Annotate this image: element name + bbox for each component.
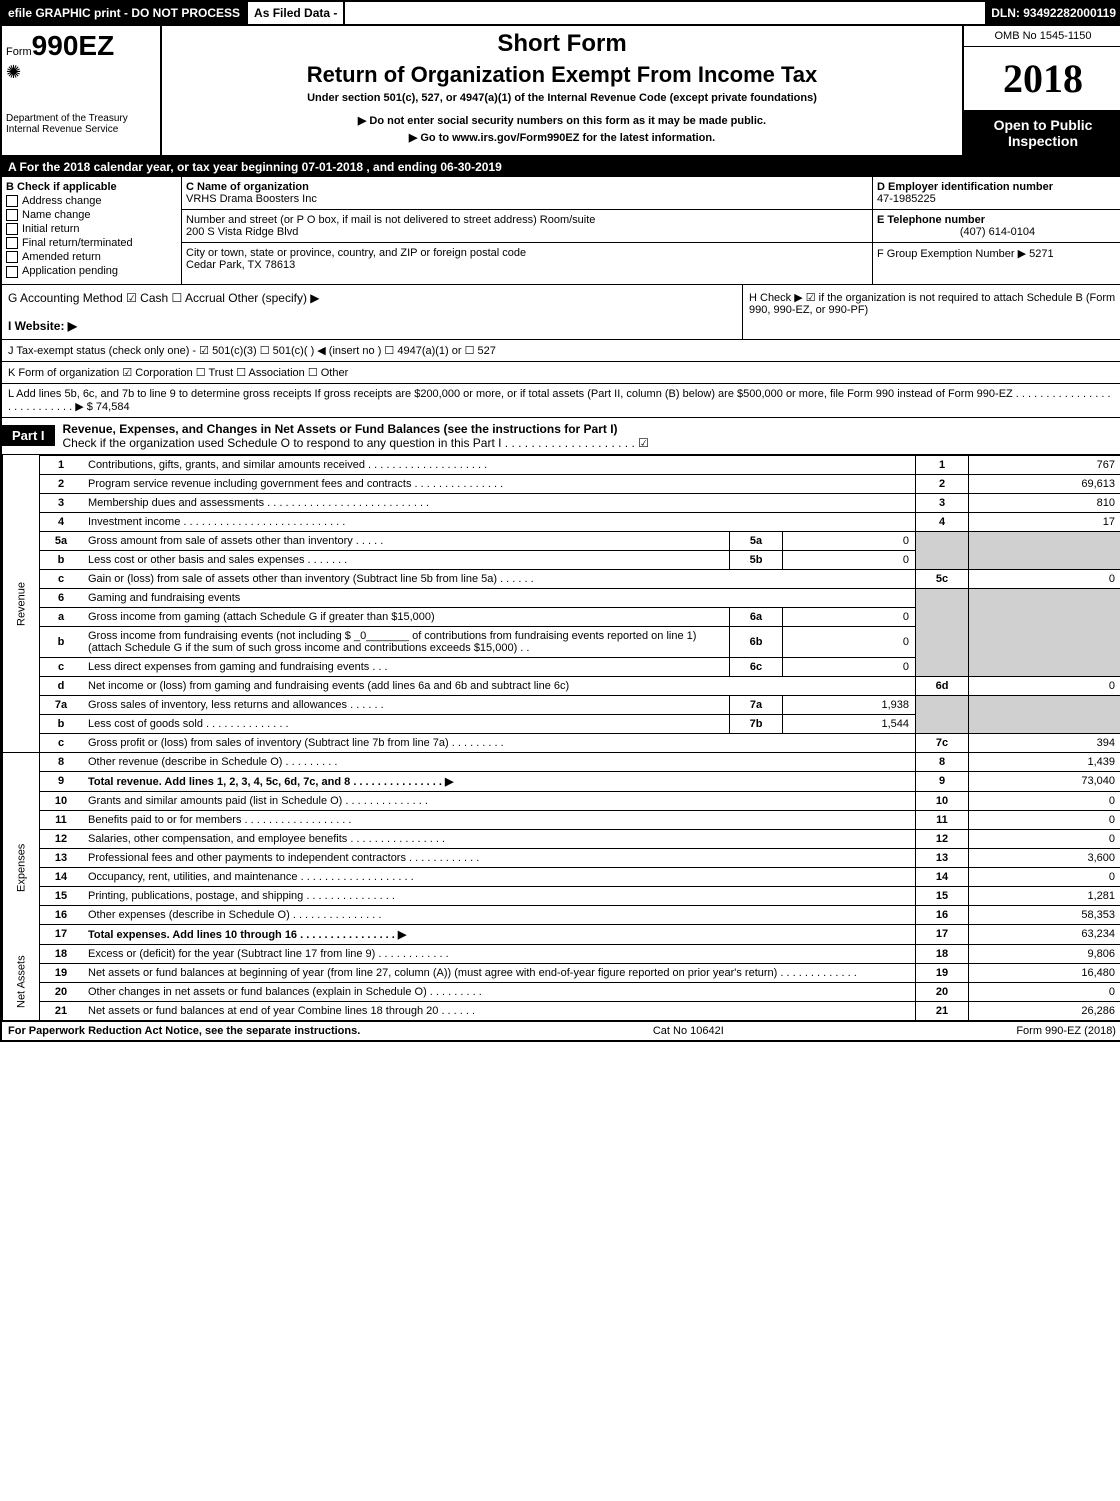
efile-label: efile GRAPHIC print - DO NOT PROCESS [2, 2, 246, 24]
line-21: 21 Net assets or fund balances at end of… [3, 1001, 1120, 1020]
omb-number: OMB No 1545-1150 [964, 26, 1120, 47]
section-b-title: B Check if applicable [6, 181, 177, 193]
section-i-website: I Website: ▶ [8, 319, 736, 333]
line-1: Revenue 1 Contributions, gifts, grants, … [3, 455, 1120, 474]
org-info-grid: B Check if applicable Address change Nam… [2, 177, 1120, 285]
section-j-tax-exempt: J Tax-exempt status (check only one) - ☑… [2, 340, 1120, 362]
row-a-calendar-year: A For the 2018 calendar year, or tax yea… [2, 157, 1120, 177]
ein-value: 47-1985225 [877, 193, 1118, 205]
form-990ez-container: efile GRAPHIC print - DO NOT PROCESS As … [0, 0, 1120, 1042]
line-20: 20 Other changes in net assets or fund b… [3, 982, 1120, 1001]
line-9: 9 Total revenue. Add lines 1, 2, 3, 4, 5… [3, 771, 1120, 791]
part1-header-row: Part I Revenue, Expenses, and Changes in… [2, 418, 1120, 455]
line-6d: d Net income or (loss) from gaming and f… [3, 676, 1120, 695]
form-prefix: Form [6, 46, 32, 58]
section-b: B Check if applicable Address change Nam… [2, 177, 182, 284]
line-7c: c Gross profit or (loss) from sales of i… [3, 733, 1120, 752]
org-city: Cedar Park, TX 78613 [186, 259, 868, 271]
section-l-gross-receipts: L Add lines 5b, 6c, and 7b to line 9 to … [2, 384, 1120, 418]
top-bar: efile GRAPHIC print - DO NOT PROCESS As … [2, 2, 1120, 26]
tax-year: 2018 [964, 47, 1120, 111]
footer-row: For Paperwork Reduction Act Notice, see … [2, 1021, 1120, 1040]
irs-label: Internal Revenue Service [6, 124, 156, 135]
dept-treasury: Department of the Treasury [6, 113, 156, 124]
line-2: 2 Program service revenue including gove… [3, 474, 1120, 493]
org-name: VRHS Drama Boosters Inc [186, 193, 868, 205]
line-12: 12 Salaries, other compensation, and emp… [3, 829, 1120, 848]
as-filed-label: As Filed Data - [246, 2, 345, 24]
label-e-phone: E Telephone number [877, 214, 1118, 226]
section-def: D Employer identification number 47-1985… [872, 177, 1120, 284]
line-18: Net Assets 18 Excess or (deficit) for th… [3, 944, 1120, 963]
line-17: 17 Total expenses. Add lines 10 through … [3, 924, 1120, 944]
revenue-side-label: Revenue [3, 455, 40, 752]
check-name-change[interactable]: Name change [6, 209, 177, 221]
netassets-side-label: Net Assets [3, 944, 40, 1020]
line-15: 15 Printing, publications, postage, and … [3, 886, 1120, 905]
line-11: 11 Benefits paid to or for members . . .… [3, 810, 1120, 829]
open-to-public: Open to Public Inspection [964, 111, 1120, 155]
line-14: 14 Occupancy, rent, utilities, and maint… [3, 867, 1120, 886]
part1-subtitle: Check if the organization used Schedule … [63, 436, 649, 450]
check-final-return[interactable]: Final return/terminated [6, 237, 177, 249]
line-4: 4 Investment income . . . . . . . . . . … [3, 512, 1120, 531]
section-g-h: G Accounting Method ☑ Cash ☐ Accrual Oth… [2, 285, 1120, 340]
label-city: City or town, state or province, country… [186, 247, 868, 259]
check-address-change[interactable]: Address change [6, 195, 177, 207]
line-8: 8 Other revenue (describe in Schedule O)… [3, 752, 1120, 771]
line-3: 3 Membership dues and assessments . . . … [3, 493, 1120, 512]
subtitle: Under section 501(c), 527, or 4947(a)(1)… [166, 92, 958, 104]
form-number: 990EZ [32, 30, 115, 61]
part1-label: Part I [2, 425, 55, 446]
phone-value: (407) 614-0104 [877, 226, 1118, 238]
main-title: Return of Organization Exempt From Incom… [166, 62, 958, 88]
cat-number: Cat No 10642I [653, 1025, 724, 1037]
right-header: OMB No 1545-1150 2018 Open to Public Ins… [962, 26, 1120, 155]
form-number-box: Form990EZ ✺ Department of the Treasury I… [2, 26, 162, 155]
label-address: Number and street (or P O box, if mail i… [186, 214, 868, 226]
form-footer-label: Form 990-EZ (2018) [1016, 1025, 1116, 1037]
accounting-method: G Accounting Method ☑ Cash ☐ Accrual Oth… [8, 291, 736, 305]
part1-title: Revenue, Expenses, and Changes in Net As… [63, 422, 618, 436]
paperwork-notice: For Paperwork Reduction Act Notice, see … [8, 1025, 360, 1037]
form-header: Form990EZ ✺ Department of the Treasury I… [2, 26, 1120, 157]
part1-table: Revenue 1 Contributions, gifts, grants, … [2, 455, 1120, 1021]
dln-label: DLN: 93492282000119 [985, 2, 1120, 24]
line-5c: c Gain or (loss) from sale of assets oth… [3, 569, 1120, 588]
section-k-form-org: K Form of organization ☑ Corporation ☐ T… [2, 362, 1120, 384]
section-c: C Name of organization VRHS Drama Booste… [182, 177, 872, 284]
check-application-pending[interactable]: Application pending [6, 265, 177, 277]
seal-icon: ✺ [6, 62, 156, 83]
title-box: Short Form Return of Organization Exempt… [162, 26, 962, 155]
section-h: H Check ▶ ☑ if the organization is not r… [742, 285, 1120, 339]
line-10: Expenses 10 Grants and similar amounts p… [3, 791, 1120, 810]
goto-link: ▶ Go to www.irs.gov/Form990EZ for the la… [166, 131, 958, 144]
line-6: 6 Gaming and fundraising events [3, 588, 1120, 607]
check-amended-return[interactable]: Amended return [6, 251, 177, 263]
label-c-name: C Name of organization [186, 181, 868, 193]
check-initial-return[interactable]: Initial return [6, 223, 177, 235]
label-f-group: F Group Exemption Number ▶ 5271 [877, 247, 1118, 260]
org-address: 200 S Vista Ridge Blvd [186, 226, 868, 238]
short-form-title: Short Form [166, 30, 958, 58]
ssn-warning: ▶ Do not enter social security numbers o… [166, 114, 958, 127]
line-7a: 7a Gross sales of inventory, less return… [3, 695, 1120, 714]
line-16: 16 Other expenses (describe in Schedule … [3, 905, 1120, 924]
line-19: 19 Net assets or fund balances at beginn… [3, 963, 1120, 982]
line-13: 13 Professional fees and other payments … [3, 848, 1120, 867]
line-5a: 5a Gross amount from sale of assets othe… [3, 531, 1120, 550]
expenses-side-label: Expenses [3, 791, 40, 944]
label-d-ein: D Employer identification number [877, 181, 1118, 193]
